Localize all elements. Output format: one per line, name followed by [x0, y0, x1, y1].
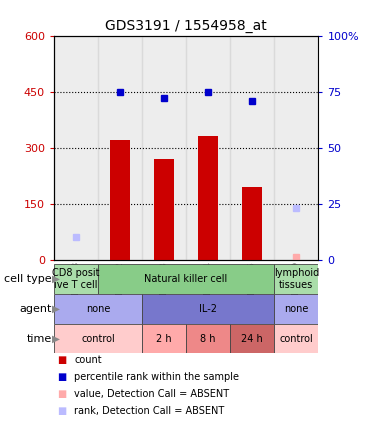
- Text: ■: ■: [58, 372, 67, 382]
- Bar: [230, 324, 274, 353]
- Text: ■: ■: [58, 355, 67, 365]
- Bar: [54, 36, 98, 260]
- Title: GDS3191 / 1554958_at: GDS3191 / 1554958_at: [105, 19, 267, 33]
- Bar: [274, 324, 318, 353]
- Bar: [54, 264, 98, 294]
- Text: control: control: [81, 333, 115, 344]
- Bar: [110, 140, 130, 260]
- Text: ■: ■: [58, 389, 67, 399]
- Text: Natural killer cell: Natural killer cell: [144, 274, 228, 284]
- Text: none: none: [86, 304, 110, 314]
- Bar: [98, 36, 142, 260]
- Bar: [54, 294, 142, 324]
- Bar: [142, 294, 274, 324]
- Bar: [242, 187, 262, 260]
- Text: 8 h: 8 h: [200, 333, 216, 344]
- Bar: [98, 264, 274, 294]
- Text: 2 h: 2 h: [156, 333, 172, 344]
- Text: none: none: [284, 304, 308, 314]
- Text: cell type: cell type: [4, 274, 52, 284]
- Text: ▶: ▶: [52, 274, 60, 284]
- Bar: [142, 36, 186, 260]
- Bar: [142, 324, 186, 353]
- Bar: [274, 36, 318, 260]
- Text: lymphoid
tissues: lymphoid tissues: [274, 268, 319, 290]
- Text: count: count: [74, 355, 102, 365]
- Bar: [274, 264, 318, 294]
- Text: ▶: ▶: [52, 304, 60, 314]
- Bar: [154, 159, 174, 260]
- Text: ▶: ▶: [52, 333, 60, 344]
- Bar: [274, 294, 318, 324]
- Text: ■: ■: [58, 406, 67, 416]
- Bar: [230, 36, 274, 260]
- Text: CD8 posit
ive T cell: CD8 posit ive T cell: [52, 268, 99, 290]
- Text: time: time: [27, 333, 52, 344]
- Text: 24 h: 24 h: [241, 333, 263, 344]
- Bar: [198, 136, 218, 260]
- Bar: [186, 36, 230, 260]
- Text: percentile rank within the sample: percentile rank within the sample: [74, 372, 239, 382]
- Text: value, Detection Call = ABSENT: value, Detection Call = ABSENT: [74, 389, 229, 399]
- Text: rank, Detection Call = ABSENT: rank, Detection Call = ABSENT: [74, 406, 224, 416]
- Text: control: control: [279, 333, 313, 344]
- Bar: [186, 324, 230, 353]
- Bar: [54, 324, 142, 353]
- Text: IL-2: IL-2: [199, 304, 217, 314]
- Text: agent: agent: [20, 304, 52, 314]
